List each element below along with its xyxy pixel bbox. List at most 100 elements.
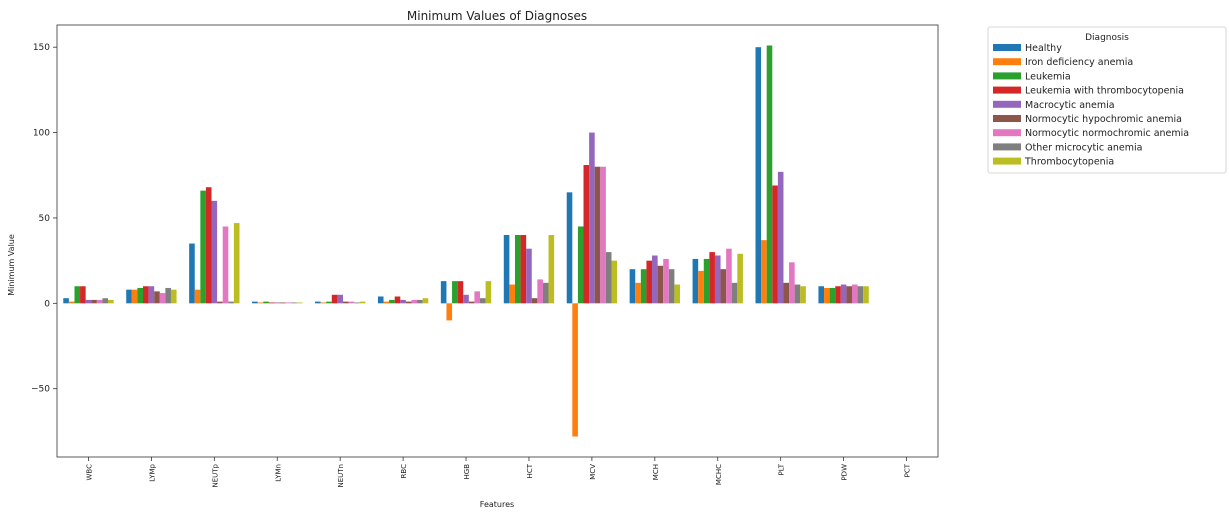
bar-wbc-5 bbox=[91, 299, 97, 304]
bar-plt-8 bbox=[800, 286, 806, 304]
bar-mcv-4 bbox=[589, 132, 595, 304]
bar-plt-7 bbox=[794, 284, 801, 304]
legend-swatch bbox=[993, 44, 1021, 51]
bar-mchc-8 bbox=[737, 253, 743, 304]
bar-lymn-2 bbox=[263, 301, 269, 304]
legend-items: Healthy Iron deficiency anemia Leukemia Leu… bbox=[993, 43, 1189, 168]
bar-hgb-6 bbox=[474, 291, 481, 304]
bar-plt-2 bbox=[766, 45, 773, 304]
bar-mcv-8 bbox=[611, 260, 618, 304]
bar-hgb-0 bbox=[440, 281, 447, 304]
bar-wbc-8 bbox=[108, 299, 114, 304]
bar-hct-0 bbox=[503, 235, 510, 304]
bar-pdw-1 bbox=[824, 287, 830, 304]
bar-lymp-8 bbox=[170, 289, 177, 304]
bar-neutn-6 bbox=[348, 301, 355, 304]
bar-neutn-1 bbox=[320, 302, 327, 304]
bar-pdw-5 bbox=[846, 286, 852, 304]
bar-mch-1 bbox=[635, 282, 641, 304]
bar-mcv-6 bbox=[600, 166, 606, 304]
bar-wbc-2 bbox=[74, 286, 81, 304]
bar-hct-7 bbox=[542, 282, 549, 304]
y-tick-label: 0 bbox=[44, 299, 50, 309]
bar-rbc-6 bbox=[411, 299, 418, 304]
bar-neutn-7 bbox=[354, 302, 360, 304]
bar-neutp-6 bbox=[222, 226, 229, 304]
bar-neutp-0 bbox=[189, 243, 195, 304]
bar-rbc-2 bbox=[389, 299, 395, 304]
bar-hgb-5 bbox=[468, 301, 475, 304]
legend-label: Normocytic normochromic anemia bbox=[1025, 128, 1189, 139]
bar-neutn-5 bbox=[342, 301, 349, 304]
bar-mch-6 bbox=[663, 258, 669, 304]
bar-neutp-5 bbox=[217, 301, 223, 304]
legend-label: Normocytic hypochromic anemia bbox=[1025, 114, 1182, 125]
bar-neutp-8 bbox=[233, 223, 240, 304]
bar-lymn-1 bbox=[257, 302, 264, 304]
legend-label: Macrocytic anemia bbox=[1025, 100, 1115, 111]
bar-mcv-7 bbox=[605, 252, 612, 304]
plot-frame bbox=[56, 24, 939, 458]
bar-wbc-4 bbox=[85, 299, 92, 304]
bar-mcv-1 bbox=[572, 303, 578, 437]
bars-layer bbox=[63, 45, 869, 437]
bar-wbc-6 bbox=[96, 299, 103, 304]
x-tick-label: MCV bbox=[589, 464, 597, 480]
legend-label: Leukemia bbox=[1025, 71, 1071, 82]
bar-plt-1 bbox=[761, 240, 767, 304]
bar-mchc-7 bbox=[731, 282, 738, 304]
bar-lymn-0 bbox=[252, 301, 258, 304]
bar-hct-3 bbox=[520, 235, 527, 304]
bar-neutn-8 bbox=[359, 301, 366, 304]
x-tick-label: PDW bbox=[841, 464, 849, 481]
bar-lymp-6 bbox=[159, 293, 166, 304]
x-tick-label: HGB bbox=[463, 464, 471, 480]
bar-neutp-7 bbox=[228, 301, 234, 304]
x-tick-label: WBC bbox=[85, 464, 93, 481]
legend-swatch bbox=[993, 86, 1021, 94]
bar-plt-5 bbox=[783, 282, 790, 304]
bar-neutn-0 bbox=[315, 301, 321, 304]
bar-hgb-4 bbox=[463, 294, 469, 304]
bar-lymn-5 bbox=[280, 302, 286, 304]
legend-swatch bbox=[993, 58, 1021, 66]
bar-mchc-2 bbox=[703, 258, 710, 304]
bar-mchc-3 bbox=[709, 252, 715, 304]
bar-rbc-0 bbox=[377, 296, 384, 304]
x-tick-label: PCT bbox=[904, 463, 912, 477]
bar-lymp-3 bbox=[143, 286, 149, 304]
bar-lymn-8 bbox=[296, 302, 303, 304]
bar-rbc-7 bbox=[417, 299, 423, 304]
y-axis-label: Minimum Value bbox=[7, 234, 16, 296]
bar-hct-5 bbox=[531, 298, 538, 304]
bar-mcv-3 bbox=[583, 165, 590, 304]
bar-rbc-5 bbox=[405, 301, 412, 304]
bar-mcv-2 bbox=[577, 226, 584, 304]
bar-neutn-4 bbox=[337, 294, 343, 304]
bar-mch-4 bbox=[652, 255, 658, 304]
bar-mch-8 bbox=[674, 284, 680, 304]
bar-hgb-8 bbox=[485, 281, 492, 304]
bar-plt-6 bbox=[789, 262, 795, 304]
bar-plt-0 bbox=[755, 47, 762, 304]
bar-plt-4 bbox=[777, 171, 784, 304]
bar-neutp-3 bbox=[205, 187, 212, 304]
legend-swatch bbox=[993, 100, 1021, 108]
bar-lymp-1 bbox=[131, 289, 138, 304]
bar-lymn-3 bbox=[268, 302, 275, 304]
bar-plt-3 bbox=[772, 185, 778, 304]
legend-swatch bbox=[993, 72, 1021, 80]
bar-hct-6 bbox=[537, 279, 543, 304]
bar-lymp-7 bbox=[165, 287, 171, 304]
bar-lymp-4 bbox=[148, 286, 155, 304]
bar-mch-0 bbox=[629, 269, 636, 304]
x-axis-label: Features bbox=[480, 500, 514, 509]
bar-hgb-3 bbox=[457, 281, 464, 304]
x-ticks: WBC LYMp NEUTp LYMn NEUTn RBC HGB HCT MCV MCH MCHC… bbox=[85, 457, 912, 488]
bar-mcv-5 bbox=[594, 166, 601, 304]
bar-lymp-5 bbox=[154, 291, 160, 304]
bar-mch-5 bbox=[657, 265, 664, 304]
legend-box bbox=[987, 26, 1227, 174]
bar-mch-3 bbox=[646, 260, 653, 304]
bar-lymn-6 bbox=[285, 302, 292, 304]
